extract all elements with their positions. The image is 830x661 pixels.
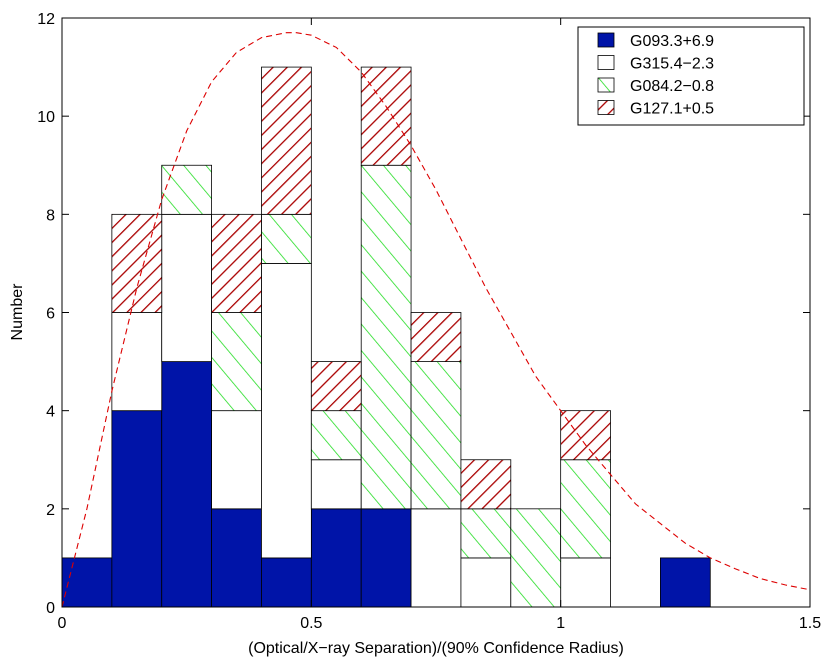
x-tick-label: 1.5 — [799, 615, 821, 632]
legend-swatch-g093-3-6-9 — [597, 32, 615, 48]
bar-g127-1-0-5-bin-6 — [360, 66, 412, 166]
legend-box — [577, 26, 805, 126]
legend-swatch-g127-1-0-5 — [597, 100, 615, 115]
legend-label-g093-3-6-9: G093.3+6.9 — [630, 33, 714, 50]
legend-label-g084-2-0-8: G084.2−0.8 — [630, 78, 714, 95]
bar-g315-4-2-3-bin-10 — [560, 557, 611, 608]
bar-g084-2-0-8-bin-7 — [410, 361, 462, 510]
y-axis-label: Number — [9, 283, 26, 341]
bar-g315-4-2-3-bin-2 — [161, 213, 213, 362]
bar-g093-3-6-9-bin-3 — [211, 508, 262, 608]
bar-g093-3-6-9-bin-5 — [310, 508, 362, 608]
bar-g084-2-0-8-bin-8 — [460, 508, 512, 559]
bar-g084-2-0-8-bin-4 — [261, 213, 312, 264]
y-tick-label: 12 — [37, 11, 55, 28]
bar-g315-4-2-3-bin-7 — [410, 508, 462, 608]
bar-g127-1-0-5-bin-3 — [211, 213, 262, 313]
bar-g315-4-2-3-bin-8 — [460, 557, 512, 608]
x-tick-label: 1 — [556, 615, 565, 632]
bar-g315-4-2-3-bin-1 — [111, 312, 163, 412]
bar-g084-2-0-8-bin-9 — [510, 508, 562, 608]
bar-g315-4-2-3-bin-5 — [310, 459, 362, 510]
legend: G093.3+6.9 G315.4−2.3 G084.2−0.8 G127.1+0.5 — [577, 26, 805, 126]
bar-g127-1-0-5-bin-5 — [310, 361, 362, 412]
y-tick-label: 2 — [46, 502, 55, 519]
legend-label-g315-4-2-3: G315.4−2.3 — [630, 56, 714, 73]
bar-g084-2-0-8-bin-6 — [360, 164, 412, 510]
bar-g084-2-0-8-bin-3 — [211, 312, 262, 412]
fit-curve — [62, 32, 810, 607]
legend-swatch-g084-2-0-8 — [597, 77, 615, 93]
y-tick-label: 0 — [46, 600, 55, 617]
y-tick-label: 10 — [37, 109, 55, 126]
bar-g127-1-0-5-bin-8 — [460, 459, 512, 510]
bar-g093-3-6-9-bin-6 — [360, 508, 412, 608]
legend-items: G093.3+6.9 G315.4−2.3 G084.2−0.8 G127.1+0.5 — [597, 32, 714, 118]
bar-g093-3-6-9-bin-12 — [660, 557, 711, 608]
bar-g127-1-0-5-bin-7 — [410, 312, 462, 362]
y-tick-label: 6 — [46, 306, 55, 323]
bars-layer — [61, 66, 711, 608]
x-tick-label: 0 — [58, 615, 67, 632]
x-tick-label: 0.5 — [300, 615, 322, 632]
bar-g127-1-0-5-bin-1 — [111, 213, 163, 313]
x-axis-label: (Optical/X−ray Separation)/(90% Confiden… — [248, 640, 624, 657]
bar-g093-3-6-9-bin-1 — [111, 410, 163, 608]
bar-g127-1-0-5-bin-4 — [261, 66, 312, 215]
bar-g093-3-6-9-bin-0 — [61, 557, 113, 608]
y-tick-label: 8 — [46, 207, 55, 224]
curve-layer — [62, 32, 810, 607]
bar-g084-2-0-8-bin-2 — [161, 164, 213, 215]
legend-label-g127-1-0-5: G127.1+0.5 — [630, 101, 714, 118]
bar-g084-2-0-8-bin-5 — [310, 410, 362, 461]
bar-g315-4-2-3-bin-4 — [261, 263, 312, 559]
bar-g093-3-6-9-bin-2 — [161, 361, 213, 608]
bar-g093-3-6-9-bin-4 — [261, 557, 312, 608]
legend-swatch-g315-4-2-3 — [597, 55, 615, 70]
bar-g127-1-0-5-bin-10 — [560, 410, 611, 461]
y-tick-label: 4 — [46, 404, 55, 421]
bar-g315-4-2-3-bin-3 — [211, 410, 262, 510]
bar-g084-2-0-8-bin-10 — [560, 459, 611, 559]
ticks-layer: 0 0.5 1 1.5 0 2 4 6 8 10 12 — [37, 11, 821, 632]
